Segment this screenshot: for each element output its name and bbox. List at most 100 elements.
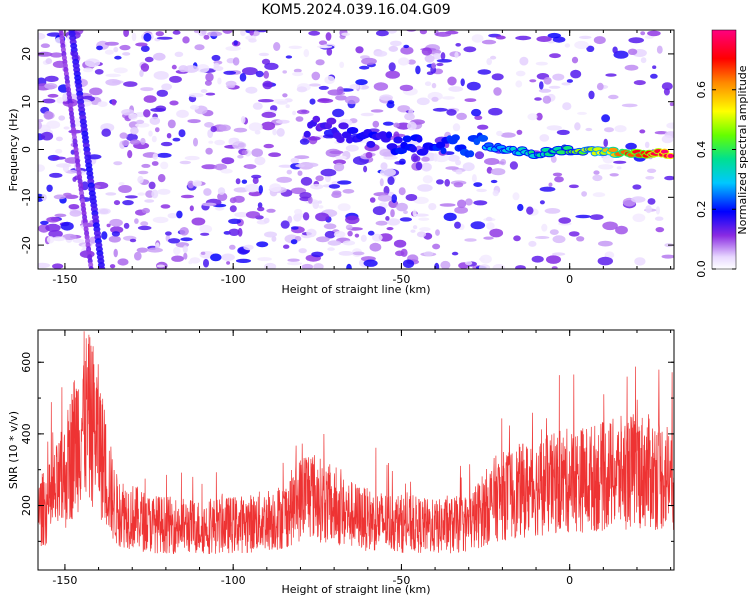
heatmap-speckle (632, 184, 642, 190)
heatmap-speckle (597, 256, 613, 266)
heatmap-speckle (309, 83, 321, 87)
heatmap-speckle (320, 168, 337, 177)
heatmap-speckle (221, 253, 235, 261)
heatmap-speckle (150, 107, 166, 112)
heatmap-speckle (46, 216, 60, 223)
heatmap-speckle (111, 99, 117, 106)
heatmap-speckle (614, 125, 627, 133)
heatmap-speckle (500, 132, 516, 138)
heatmap-speckle (256, 241, 269, 248)
heatmap-speckle (249, 30, 254, 36)
heatmap-speckle (317, 98, 334, 104)
heatmap-speckle (405, 194, 418, 201)
heatmap-speckle (292, 71, 304, 77)
heatmap-ridge (416, 135, 423, 143)
heatmap-speckle (445, 166, 459, 170)
heatmap-speckle (416, 97, 430, 106)
heatmap-speckle (435, 229, 440, 236)
heatmap-speckle (456, 112, 467, 120)
heatmap-speckle (94, 69, 104, 75)
heatmap-speckle (156, 152, 172, 158)
heatmap-speckle (89, 87, 103, 96)
heatmap-speckle (191, 217, 206, 226)
heatmap-speckle (228, 228, 240, 236)
heatmap-speckle (473, 200, 488, 206)
heatmap-speckle (417, 184, 433, 192)
heatmap-speckle (242, 67, 258, 76)
heatmap-speckle (654, 131, 668, 135)
heatmap-speckle (167, 213, 178, 219)
heatmap-speckle (432, 53, 442, 60)
heatmap-speckle (378, 233, 393, 242)
heatmap-speckle (543, 77, 552, 85)
heatmap-speckle (334, 155, 347, 160)
heatmap-speckle (325, 32, 332, 41)
heatmap-speckle (528, 240, 537, 247)
heatmap-speckle (323, 223, 337, 230)
heatmap-speckle (287, 215, 293, 224)
heatmap-speckle (214, 163, 228, 171)
heatmap-speckle (121, 140, 130, 146)
heatmap-ridge (435, 141, 446, 149)
heatmap-speckle (113, 46, 119, 53)
heatmap-speckle (616, 166, 622, 170)
heatmap-speckle (400, 46, 414, 55)
heatmap-speckle (245, 211, 261, 219)
heatmap-speckle (490, 168, 506, 176)
heatmap-speckle (339, 61, 345, 68)
heatmap-speckle (264, 62, 279, 70)
heatmap-speckle (316, 236, 330, 243)
heatmap-speckle (240, 116, 246, 124)
heatmap-speckle (151, 161, 159, 166)
heatmap-speckle (119, 132, 128, 139)
heatmap-speckle (527, 113, 538, 121)
heatmap-speckle (169, 75, 182, 83)
heatmap-speckle (179, 160, 191, 165)
heatmap-speckle (407, 59, 416, 65)
heatmap-speckle (62, 233, 77, 240)
heatmap-speckle (233, 187, 249, 193)
heatmap-speckle (287, 261, 303, 266)
heatmap-speckle (579, 35, 592, 40)
heatmap-speckle (478, 257, 485, 261)
heatmap-speckle (347, 230, 353, 237)
heatmap-speckle (200, 89, 208, 93)
x-tick-label: 0 (566, 273, 573, 286)
heatmap-speckle (552, 172, 563, 177)
heatmap-speckle (403, 44, 410, 49)
heatmap-speckle (493, 87, 502, 96)
heatmap-speckle (309, 98, 316, 105)
heatmap-speckle (126, 133, 138, 142)
heatmap-speckle (151, 189, 159, 199)
heatmap-speckle (52, 156, 66, 160)
heatmap-speckle (345, 215, 360, 225)
heatmap-speckle (84, 58, 101, 68)
heatmap-speckle (465, 261, 473, 266)
heatmap-speckle (431, 96, 439, 102)
heatmap-speckle (161, 83, 173, 91)
heatmap-speckle (252, 177, 259, 184)
heatmap-speckle (128, 121, 139, 129)
heatmap-speckle (488, 107, 503, 116)
heatmap-speckle (369, 242, 382, 252)
heatmap-speckle (390, 40, 402, 47)
heatmap-speckle (311, 71, 321, 81)
heatmap-speckle (327, 247, 335, 251)
heatmap-speckle (529, 79, 537, 83)
heatmap-speckle (542, 95, 552, 104)
heatmap-speckle (226, 261, 231, 265)
heatmap-speckle (168, 238, 181, 244)
heatmap-speckle (426, 71, 434, 75)
heatmap-speckle (288, 45, 303, 49)
heatmap-speckle (654, 216, 664, 221)
heatmap-speckle (272, 128, 277, 136)
heatmap-speckle (443, 212, 457, 222)
heatmap-speckle (173, 246, 181, 255)
heatmap-speckle (155, 127, 160, 133)
heatmap-speckle (546, 255, 561, 264)
heatmap-speckle (361, 57, 377, 65)
heatmap-speckle (535, 61, 548, 66)
heatmap-speckle (558, 217, 571, 224)
heatmap-speckle (457, 199, 467, 209)
